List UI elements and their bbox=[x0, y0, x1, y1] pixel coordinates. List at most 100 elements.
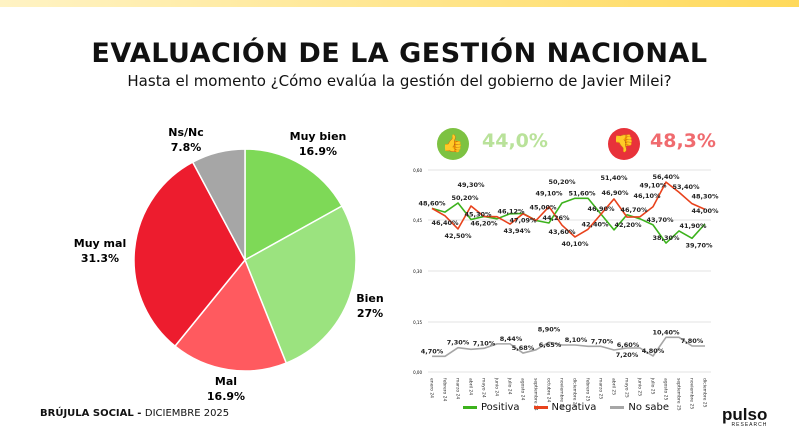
slice-label: Muy bien bbox=[290, 130, 347, 143]
x-tick: abril 24 bbox=[468, 378, 474, 395]
x-tick: enero 24 bbox=[429, 378, 435, 398]
slice-label: Muy mal bbox=[74, 237, 126, 250]
data-label: 5,68% bbox=[512, 344, 535, 352]
data-label: 4,70% bbox=[421, 347, 444, 355]
slice-value: 7.8% bbox=[171, 141, 202, 154]
data-label: 48,30% bbox=[691, 192, 719, 200]
data-label: 49,10% bbox=[639, 182, 667, 190]
data-label: 4,80% bbox=[642, 347, 665, 355]
data-label: 45,30% bbox=[464, 210, 492, 218]
series-line-negativa bbox=[431, 181, 706, 238]
data-label: 45,00% bbox=[529, 204, 557, 212]
legend-no-sabe: No sabe bbox=[610, 402, 669, 413]
y-tick: 0,45 bbox=[413, 218, 422, 223]
data-label: 46,20% bbox=[470, 219, 498, 227]
x-tick: diciembre 24 bbox=[572, 378, 578, 408]
series-line-positiva bbox=[431, 197, 706, 244]
slice-value: 16.9% bbox=[207, 390, 245, 403]
y-tick: 0,30 bbox=[413, 269, 422, 274]
y-tick: 0,15 bbox=[413, 320, 422, 325]
data-label: 7,20% bbox=[616, 351, 639, 359]
x-tick: mayo 25 bbox=[624, 378, 630, 398]
x-tick: noviembre 25 bbox=[689, 378, 695, 409]
data-label: 8,10% bbox=[565, 336, 588, 344]
data-label: 43,94% bbox=[503, 227, 531, 235]
slice-label: Bien bbox=[356, 292, 383, 305]
data-label: 7,10% bbox=[473, 339, 496, 347]
data-label: 46,70% bbox=[620, 206, 648, 214]
data-label: 47,09% bbox=[509, 216, 537, 224]
data-label: 46,40% bbox=[431, 219, 459, 227]
data-label: 43,70% bbox=[646, 216, 674, 224]
x-tick: octubre 24 bbox=[546, 378, 552, 403]
data-label: 42,50% bbox=[444, 232, 472, 240]
thumbs-up-icon: 👍 bbox=[437, 128, 469, 160]
x-tick: julio 25 bbox=[650, 377, 656, 395]
x-tick: junio 25 bbox=[637, 377, 643, 396]
data-label: 44,26% bbox=[542, 214, 570, 222]
data-label: 53,40% bbox=[672, 183, 700, 191]
data-label: 39,70% bbox=[685, 241, 713, 249]
data-label: 42,40% bbox=[581, 220, 609, 228]
slice-label: Mal bbox=[215, 375, 237, 388]
legend-negativa: Negativa bbox=[533, 402, 596, 413]
slice-value: 16.9% bbox=[299, 145, 337, 158]
y-tick: 0,60 bbox=[413, 168, 422, 173]
data-label: 41,90% bbox=[679, 222, 707, 230]
slice-value: 27% bbox=[357, 307, 383, 320]
data-label: 7,30% bbox=[447, 339, 470, 347]
x-tick: marzo 24 bbox=[455, 378, 461, 399]
data-label: 43,60% bbox=[548, 228, 576, 236]
data-label: 8,44% bbox=[500, 335, 523, 343]
series-line-no-sabe bbox=[432, 336, 705, 358]
x-tick: abril 25 bbox=[611, 378, 617, 395]
x-tick: mayo 24 bbox=[481, 378, 487, 398]
x-tick: julio 24 bbox=[507, 377, 513, 395]
slice-label: Ns/Nc bbox=[168, 126, 204, 139]
data-label: 7,80% bbox=[681, 337, 704, 345]
x-tick: agosto 24 bbox=[520, 378, 526, 401]
x-tick: septiembre 24 bbox=[533, 378, 539, 411]
data-label: 48,60% bbox=[418, 199, 446, 207]
y-tick: 0,00 bbox=[413, 370, 422, 375]
x-tick: junio 24 bbox=[494, 377, 500, 396]
data-label: 49,10% bbox=[535, 190, 563, 198]
thumbs-down-icon: 👎 bbox=[608, 128, 640, 160]
x-tick: noviembre 24 bbox=[559, 378, 565, 409]
x-tick: diciembre 25 bbox=[702, 378, 708, 408]
data-label: 46,90% bbox=[601, 189, 629, 197]
data-label: 46,90% bbox=[587, 205, 615, 213]
pie-slice bbox=[244, 148, 344, 262]
data-label: 49,30% bbox=[457, 181, 485, 189]
negative-kpi: 48,3% bbox=[650, 130, 716, 152]
data-label: 46,12% bbox=[497, 208, 525, 216]
data-label: 6,65% bbox=[539, 341, 562, 349]
slice-value: 31.3% bbox=[81, 252, 119, 265]
data-label: 51,60% bbox=[568, 189, 596, 197]
page-subtitle: Hasta el momento ¿Cómo evalúa la gestión… bbox=[127, 72, 672, 90]
x-tick: febrero 24 bbox=[442, 378, 448, 402]
data-label: 40,10% bbox=[561, 240, 589, 248]
data-label: 56,40% bbox=[652, 173, 680, 181]
data-label: 51,40% bbox=[600, 174, 628, 182]
data-label: 50,20% bbox=[451, 194, 479, 202]
x-tick: septiembre 25 bbox=[676, 378, 682, 411]
data-label: 42,20% bbox=[614, 221, 642, 229]
x-tick: agosto 25 bbox=[663, 378, 669, 401]
data-label: 38,30% bbox=[652, 234, 680, 242]
data-label: 44,00% bbox=[691, 207, 719, 215]
page-title: EVALUACIÓN DE LA GESTIÓN NACIONAL bbox=[91, 38, 708, 69]
data-label: 7,70% bbox=[591, 337, 614, 345]
pulso-logo: pulso RESEARCH bbox=[722, 405, 768, 428]
data-label: 50,20% bbox=[548, 178, 576, 186]
x-tick: febrero 25 bbox=[585, 378, 591, 402]
top-accent-bar bbox=[0, 0, 799, 7]
pie-slice bbox=[173, 258, 288, 372]
pie-slice bbox=[191, 148, 246, 261]
footer: BRÚJULA SOCIAL - DICIEMBRE 2025 bbox=[40, 408, 230, 419]
data-label: 6,60% bbox=[617, 341, 640, 349]
data-label: 46,10% bbox=[633, 192, 661, 200]
positive-kpi: 44,0% bbox=[482, 130, 548, 152]
data-label: 8,90% bbox=[538, 325, 561, 333]
